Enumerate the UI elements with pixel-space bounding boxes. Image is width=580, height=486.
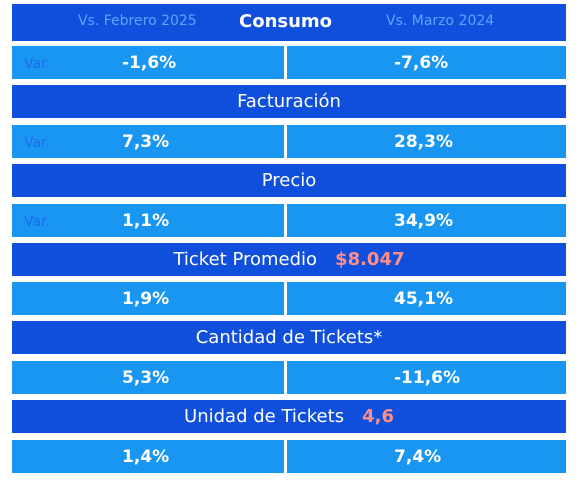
section-title-precio: Precio — [261, 170, 317, 191]
value-facturacion-vs-feb: 7,3% — [122, 132, 170, 152]
row-ticket-promedio: 1,9% 45,1% — [12, 282, 566, 315]
value-unidad-de-tickets-vs-feb: 1,4% — [122, 447, 170, 467]
section-title-consumo: Consumo — [239, 11, 333, 32]
section-title-facturacion: Facturación — [237, 91, 341, 112]
value-consumo-vs-feb: -1,6% — [122, 53, 177, 73]
reference-march-2024: Vs. Marzo 2024 — [386, 13, 495, 29]
cell-consumo-vs-feb: Var. -1,6% — [12, 46, 284, 79]
cell-unidad-de-tickets-vs-feb: 1,4% — [12, 440, 284, 473]
cell-cantidad-de-tickets-vs-mar: -11,6% — [287, 361, 566, 394]
row-unidad-de-tickets: 1,4% 7,4% — [12, 440, 566, 473]
header-consumo: Vs. Febrero 2025 Consumo Vs. Marzo 2024 — [12, 4, 566, 41]
section-title-cantidad-de-tickets: Cantidad de Tickets* — [195, 327, 383, 348]
cell-cantidad-de-tickets-vs-feb: 5,3% — [12, 361, 284, 394]
value-precio-vs-feb: 1,1% — [122, 211, 170, 231]
reference-february-2025: Vs. Febrero 2025 — [78, 13, 197, 29]
var-label: Var. — [24, 214, 50, 230]
cell-facturacion-vs-feb: Var. 7,3% — [12, 125, 284, 158]
cell-precio-vs-mar: 34,9% — [287, 204, 566, 237]
cell-consumo-vs-mar: -7,6% — [287, 46, 566, 79]
value-consumo-vs-mar: -7,6% — [394, 53, 449, 73]
value-cantidad-de-tickets-vs-feb: 5,3% — [122, 368, 170, 388]
section-title-ticket-promedio: Ticket Promedio — [173, 249, 318, 270]
cell-unidad-de-tickets-vs-mar: 7,4% — [287, 440, 566, 473]
band-ticket-promedio: Ticket Promedio $8.047 — [12, 243, 566, 276]
cell-ticket-promedio-vs-mar: 45,1% — [287, 282, 566, 315]
row-consumo: Var. -1,6% -7,6% — [12, 46, 566, 79]
value-precio-vs-mar: 34,9% — [394, 211, 453, 231]
value-unidad-de-tickets-vs-mar: 7,4% — [394, 447, 442, 467]
band-cantidad-de-tickets: Cantidad de Tickets* — [12, 321, 566, 354]
value-ticket-promedio-vs-mar: 45,1% — [394, 289, 453, 309]
value-facturacion-vs-mar: 28,3% — [394, 132, 453, 152]
section-title-unidad-de-tickets: Unidad de Tickets — [184, 406, 345, 427]
row-precio: Var. 1,1% 34,9% — [12, 204, 566, 237]
unidad-de-tickets-value: 4,6 — [362, 406, 394, 427]
cell-ticket-promedio-vs-feb: 1,9% — [12, 282, 284, 315]
band-precio: Precio — [12, 164, 566, 197]
band-facturacion: Facturación — [12, 85, 566, 118]
cell-precio-vs-feb: Var. 1,1% — [12, 204, 284, 237]
var-label: Var. — [24, 135, 50, 151]
value-cantidad-de-tickets-vs-mar: -11,6% — [394, 368, 461, 388]
var-label: Var. — [24, 56, 50, 72]
ticket-promedio-value: $8.047 — [335, 249, 405, 270]
row-cantidad-de-tickets: 5,3% -11,6% — [12, 361, 566, 394]
cell-facturacion-vs-mar: 28,3% — [287, 125, 566, 158]
band-unidad-de-tickets: Unidad de Tickets 4,6 — [12, 400, 566, 433]
row-facturacion: Var. 7,3% 28,3% — [12, 125, 566, 158]
value-ticket-promedio-vs-feb: 1,9% — [122, 289, 170, 309]
